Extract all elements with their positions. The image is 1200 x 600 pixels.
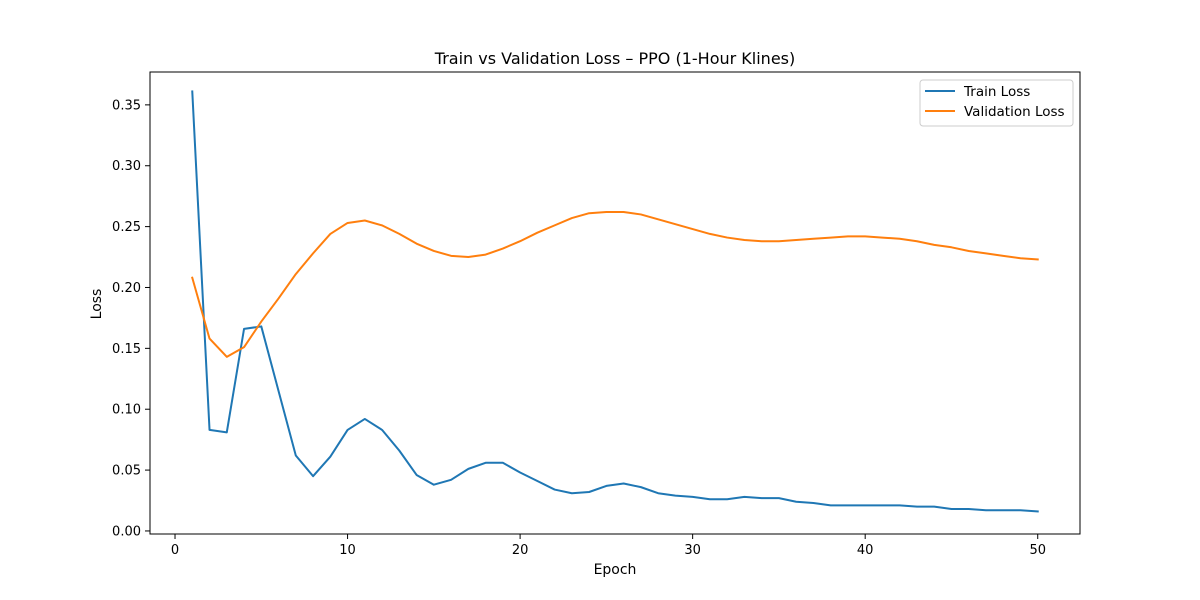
x-tick-label: 0: [171, 543, 179, 558]
x-axis-label: Epoch: [594, 562, 637, 578]
x-tick-label: 40: [857, 543, 874, 558]
legend-label: Validation Loss: [964, 104, 1065, 120]
y-tick-label: 0.05: [112, 464, 141, 479]
x-tick-label: 50: [1029, 543, 1046, 558]
axes-frame: [149, 71, 1081, 535]
y-tick-label: 0.15: [112, 342, 141, 357]
legend: Train Loss Validation Loss: [919, 79, 1074, 127]
legend-box: [919, 79, 1074, 127]
series-line-validation-loss: [191, 211, 1039, 358]
y-tick-label: 0.35: [112, 98, 141, 113]
x-tick-label: 30: [684, 543, 701, 558]
y-tick-label: 0.25: [112, 220, 141, 235]
series-line-train-loss: [191, 90, 1039, 513]
axis-ticks: 0 10 20 30 40 50 0.00 0.05 0.10 0.15 0.20 0.25 0.30 0…: [112, 98, 1046, 558]
x-tick-label: 20: [512, 543, 529, 558]
x-tick-label: 10: [339, 543, 356, 558]
y-axis-label: Loss: [89, 289, 105, 320]
y-tick-label: 0.30: [112, 159, 141, 174]
plot-area: [149, 71, 1081, 535]
y-tick-label: 0.20: [112, 281, 141, 296]
y-tick-label: 0.00: [112, 524, 141, 539]
y-tick-label: 0.10: [112, 403, 141, 418]
legend-label: Train Loss: [963, 84, 1030, 100]
chart-title: Train vs Validation Loss – PPO (1-Hour K…: [434, 49, 795, 68]
